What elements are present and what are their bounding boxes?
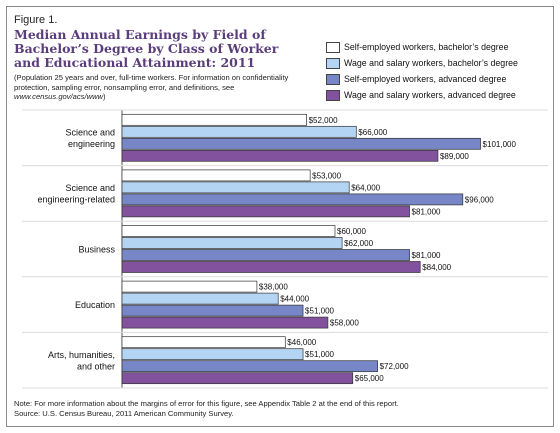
chart-subtitle: (Population 25 years and over, full-time… bbox=[14, 73, 310, 102]
category-label: Arts, humanities, bbox=[48, 350, 115, 360]
bar bbox=[121, 249, 410, 261]
data-label: $66,000 bbox=[358, 128, 387, 137]
bar bbox=[121, 348, 304, 361]
data-label: $81,000 bbox=[412, 251, 441, 260]
bar bbox=[121, 125, 357, 138]
bar bbox=[121, 237, 343, 249]
category-label: engineering-related bbox=[37, 195, 115, 205]
data-label: $89,000 bbox=[440, 152, 469, 161]
bar bbox=[121, 193, 464, 206]
bar bbox=[121, 225, 336, 237]
data-label: $38,000 bbox=[259, 283, 288, 292]
bar bbox=[121, 336, 286, 349]
legend-item-self-bach: Self-employed workers, bachelor’s degree bbox=[326, 39, 518, 55]
legend-label: Wage and salary workers, advanced degree bbox=[344, 90, 516, 100]
data-label: $46,000 bbox=[287, 338, 316, 347]
bar bbox=[121, 181, 350, 194]
note-line: Note: For more information about the mar… bbox=[14, 399, 399, 408]
category-label: Business bbox=[78, 245, 115, 255]
data-label: $64,000 bbox=[351, 183, 380, 192]
legend-swatch bbox=[326, 89, 340, 101]
bar bbox=[121, 372, 354, 385]
data-label: $101,000 bbox=[483, 140, 517, 149]
legend-swatch bbox=[326, 41, 340, 53]
bar bbox=[121, 261, 421, 273]
data-label: $44,000 bbox=[280, 295, 309, 304]
figure-label: Figure 1. bbox=[14, 14, 58, 26]
data-label: $58,000 bbox=[330, 319, 359, 328]
bar bbox=[121, 169, 311, 182]
subtitle-end: ) bbox=[103, 92, 106, 102]
data-label: $96,000 bbox=[465, 195, 494, 204]
data-label: $72,000 bbox=[380, 362, 409, 371]
source-line: Source: U.S. Census Bureau, 2011 America… bbox=[14, 408, 234, 418]
subtitle-url: www.census.gov/acs/www bbox=[14, 92, 104, 102]
chart-note: Note: For more information about the mar… bbox=[14, 399, 399, 418]
category-label: Science and bbox=[65, 183, 115, 193]
data-label: $65,000 bbox=[355, 374, 384, 383]
legend-swatch bbox=[326, 73, 340, 85]
subtitle-text: (Population 25 years and over, full-time… bbox=[14, 73, 289, 92]
bar bbox=[121, 149, 439, 162]
data-label: $62,000 bbox=[344, 239, 373, 248]
legend-item-wage-bach: Wage and salary workers, bachelor’s degr… bbox=[326, 55, 518, 71]
data-label: $84,000 bbox=[422, 263, 451, 272]
legend-label: Self-employed workers, advanced degree bbox=[344, 74, 507, 84]
legend-label: Self-employed workers, bachelor’s degree bbox=[344, 42, 509, 52]
bar bbox=[121, 304, 304, 317]
data-label: $51,000 bbox=[305, 307, 334, 316]
legend-label: Wage and salary workers, bachelor’s degr… bbox=[344, 58, 518, 68]
data-label: $51,000 bbox=[305, 350, 334, 359]
bar bbox=[121, 137, 481, 150]
legend-swatch bbox=[326, 57, 340, 69]
chart-legend: Self-employed workers, bachelor’s degree… bbox=[326, 39, 518, 103]
category-label: and other bbox=[77, 361, 115, 371]
bar bbox=[121, 113, 307, 126]
category-label: Science and bbox=[65, 128, 115, 138]
legend-item-wage-adv: Wage and salary workers, advanced degree bbox=[326, 87, 518, 103]
bar bbox=[121, 280, 258, 293]
bar bbox=[121, 316, 329, 329]
bar bbox=[121, 205, 410, 218]
category-label: engineering bbox=[68, 139, 115, 149]
bar bbox=[121, 292, 279, 305]
data-label: $60,000 bbox=[337, 227, 366, 236]
data-label: $81,000 bbox=[412, 207, 441, 216]
data-label: $53,000 bbox=[312, 171, 341, 180]
data-label: $52,000 bbox=[309, 116, 338, 125]
chart-title: Median Annual Earnings by Field of Bache… bbox=[14, 27, 279, 70]
category-label: Education bbox=[75, 300, 115, 310]
legend-item-self-adv: Self-employed workers, advanced degree bbox=[326, 71, 518, 87]
bar bbox=[121, 360, 378, 373]
